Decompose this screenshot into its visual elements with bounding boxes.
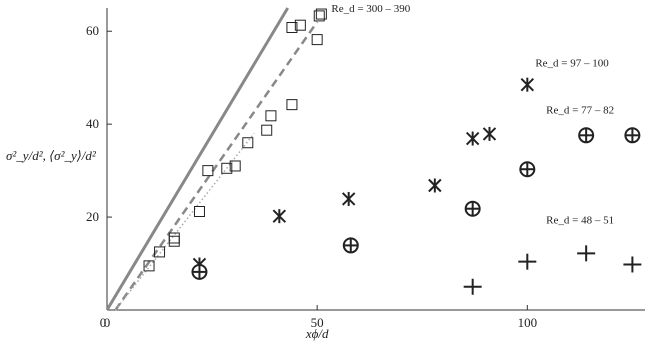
data-point bbox=[192, 257, 207, 272]
data-point bbox=[519, 161, 536, 178]
y-axis-label: σ²_y/d², ⟨σ²_y⟩/d² bbox=[6, 148, 97, 163]
data-point bbox=[463, 278, 482, 295]
data-point bbox=[520, 77, 535, 92]
series-asterisk bbox=[192, 77, 535, 272]
square-marker bbox=[311, 34, 323, 46]
square-marker bbox=[143, 260, 155, 272]
data-point bbox=[623, 256, 642, 273]
square-marker bbox=[286, 99, 298, 111]
x-tick-label: 100 bbox=[518, 315, 538, 330]
data-point bbox=[154, 246, 166, 258]
square-marker bbox=[242, 137, 254, 149]
data-point bbox=[229, 160, 241, 172]
reference-line-dotted bbox=[114, 132, 255, 311]
data-point bbox=[193, 206, 205, 218]
data-point bbox=[143, 260, 155, 272]
axes: 0 50 100 0 20 40 60 xϕ/d σ²_y/d², ⟨σ²_y⟩/d² bbox=[6, 8, 645, 341]
data-point bbox=[464, 200, 481, 217]
data-point bbox=[428, 178, 442, 193]
square-marker bbox=[168, 232, 180, 244]
data-point bbox=[313, 10, 325, 22]
data-point bbox=[311, 34, 323, 46]
y-tick-label: 20 bbox=[86, 209, 99, 224]
square-marker bbox=[154, 246, 166, 258]
data-point bbox=[168, 232, 180, 244]
data-point bbox=[315, 8, 327, 20]
y-tick-label: 40 bbox=[86, 116, 99, 131]
series-label: Re_d = 97 – 100 bbox=[535, 58, 609, 70]
x-tick-label: 0 bbox=[104, 315, 111, 330]
data-point bbox=[578, 127, 595, 144]
series-labels: Re_d = 300 – 390 Re_d = 97 – 100 Re_d = 77… bbox=[331, 3, 614, 226]
square-marker bbox=[202, 165, 214, 177]
square-marker bbox=[315, 8, 327, 20]
series-plus bbox=[463, 245, 642, 295]
reference-line-dashed bbox=[114, 21, 319, 311]
square-marker bbox=[229, 160, 241, 172]
data-point bbox=[577, 245, 596, 262]
square-marker bbox=[193, 206, 205, 218]
data-point bbox=[202, 165, 214, 177]
data-point bbox=[242, 137, 254, 149]
data-marks bbox=[143, 8, 642, 295]
data-point bbox=[261, 124, 273, 136]
data-point bbox=[286, 99, 298, 111]
series-circle-plus bbox=[191, 127, 641, 280]
data-point bbox=[624, 127, 641, 144]
data-point bbox=[341, 191, 356, 206]
square-marker bbox=[294, 19, 306, 31]
series-square bbox=[143, 8, 327, 272]
square-marker bbox=[168, 235, 180, 247]
data-point bbox=[342, 237, 359, 254]
data-point bbox=[482, 126, 497, 141]
square-marker bbox=[265, 110, 277, 122]
reference-line-solid bbox=[105, 7, 290, 311]
data-point bbox=[168, 235, 180, 247]
square-marker bbox=[221, 162, 233, 174]
series-label: Re_d = 300 – 390 bbox=[331, 3, 410, 15]
data-point bbox=[286, 22, 298, 34]
data-point bbox=[221, 162, 233, 174]
origin-tick-label: 0 bbox=[100, 315, 107, 330]
series-label: Re_d = 48 – 51 bbox=[546, 214, 614, 226]
data-point bbox=[465, 131, 480, 146]
y-tick-label: 60 bbox=[86, 23, 99, 38]
square-marker bbox=[261, 124, 273, 136]
series-label: Re_d = 77 – 82 bbox=[546, 104, 614, 116]
data-point bbox=[294, 19, 306, 31]
x-tick-label: 50 bbox=[311, 315, 324, 330]
x-axis-label: xϕ/d bbox=[305, 326, 329, 341]
data-point bbox=[272, 209, 287, 224]
reference-lines bbox=[105, 7, 319, 311]
data-point bbox=[265, 110, 277, 122]
square-marker bbox=[286, 22, 298, 34]
data-point bbox=[518, 253, 537, 270]
data-point bbox=[191, 263, 208, 280]
square-marker bbox=[313, 10, 325, 22]
